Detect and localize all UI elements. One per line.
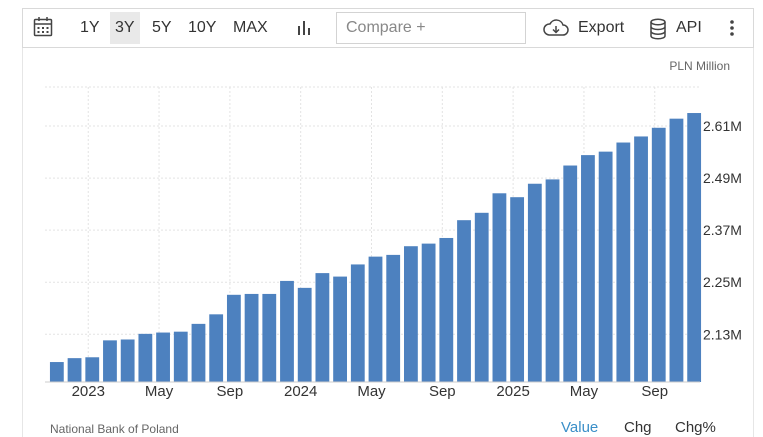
unit-label: PLN Million: [669, 59, 730, 73]
chart-toolbar: 1Y 3Y 5Y 10Y MAX Compare + Export API: [22, 8, 754, 48]
chart-type-icon[interactable]: [297, 19, 313, 39]
x-tick-label: 2024: [284, 383, 317, 400]
x-tick-label: Sep: [429, 383, 456, 400]
export-button[interactable]: Export: [578, 19, 625, 36]
bar[interactable]: [421, 243, 436, 382]
y-tick-label: 2.49M: [703, 170, 742, 186]
chart-frame: [22, 48, 754, 437]
x-tick-label: 2023: [72, 383, 105, 400]
y-tick-label: 2.13M: [703, 326, 742, 342]
bar[interactable]: [439, 237, 454, 382]
bar[interactable]: [368, 256, 383, 382]
bar[interactable]: [616, 142, 631, 382]
calendar-icon[interactable]: [33, 16, 53, 40]
bar[interactable]: [651, 127, 666, 382]
tab-chg-percent[interactable]: Chg%: [675, 419, 716, 436]
bar[interactable]: [156, 332, 170, 382]
bar[interactable]: [333, 276, 347, 382]
bar[interactable]: [404, 246, 418, 382]
bar[interactable]: [510, 197, 525, 382]
bar[interactable]: [315, 273, 330, 382]
bar[interactable]: [581, 155, 595, 382]
x-tick-label: May: [145, 383, 174, 400]
bar[interactable]: [262, 293, 277, 382]
api-button[interactable]: API: [676, 19, 702, 36]
bar[interactable]: [457, 220, 471, 382]
bar[interactable]: [138, 333, 153, 382]
bar[interactable]: [103, 340, 117, 382]
bar[interactable]: [598, 151, 613, 382]
bar[interactable]: [244, 293, 259, 382]
bar[interactable]: [669, 118, 684, 382]
x-tick-label: May: [357, 383, 386, 400]
more-options-icon[interactable]: [729, 19, 735, 39]
bar[interactable]: [226, 294, 241, 382]
range-button-max[interactable]: MAX: [233, 19, 268, 36]
y-tick-label: 2.61M: [703, 118, 742, 134]
tab-chg[interactable]: Chg: [624, 419, 652, 436]
bar[interactable]: [297, 287, 312, 382]
x-tick-label: Sep: [641, 383, 668, 400]
bar[interactable]: [563, 165, 578, 382]
range-button-3y[interactable]: 3Y: [110, 12, 140, 44]
bar[interactable]: [191, 323, 206, 382]
bar[interactable]: [67, 358, 82, 382]
y-tick-label: 2.25M: [703, 274, 742, 290]
bar[interactable]: [634, 136, 648, 382]
bar[interactable]: [386, 254, 401, 382]
range-button-10y[interactable]: 10Y: [188, 19, 217, 36]
range-button-5y[interactable]: 5Y: [152, 19, 172, 36]
source-label: National Bank of Poland: [50, 422, 179, 436]
bar[interactable]: [173, 331, 188, 382]
bar[interactable]: [120, 339, 135, 382]
bar[interactable]: [474, 212, 489, 382]
database-icon[interactable]: [649, 18, 667, 40]
x-tick-label: 2025: [496, 383, 529, 400]
bar[interactable]: [687, 113, 702, 382]
compare-input[interactable]: Compare +: [336, 12, 526, 44]
range-button-1y[interactable]: 1Y: [80, 19, 100, 36]
bar[interactable]: [49, 362, 64, 382]
bar[interactable]: [350, 264, 365, 382]
x-tick-label: Sep: [217, 383, 244, 400]
bar[interactable]: [209, 314, 224, 382]
cloud-download-icon[interactable]: [543, 19, 569, 39]
bar[interactable]: [492, 193, 507, 382]
bar[interactable]: [85, 357, 100, 382]
bar[interactable]: [527, 183, 542, 382]
tab-value[interactable]: Value: [561, 419, 599, 436]
y-tick-label: 2.37M: [703, 222, 742, 238]
x-tick-label: May: [570, 383, 599, 400]
bar[interactable]: [280, 280, 294, 382]
bar[interactable]: [545, 179, 560, 382]
